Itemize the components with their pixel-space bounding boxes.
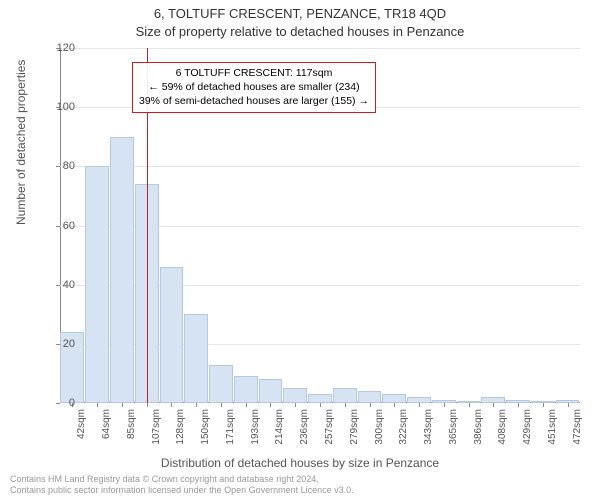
xtick-mark xyxy=(147,403,148,407)
histogram-bar xyxy=(333,388,357,403)
footer-line-1: Contains HM Land Registry data © Crown c… xyxy=(10,474,354,485)
xtick-label: 472sqm xyxy=(572,409,583,459)
gridline xyxy=(60,48,580,49)
xtick-label: 429sqm xyxy=(522,409,533,459)
xtick-mark xyxy=(171,403,172,407)
ytick-label: 40 xyxy=(45,279,75,291)
xtick-mark xyxy=(122,403,123,407)
xtick-label: 365sqm xyxy=(448,409,459,459)
annotation-line-2: 39% of semi-detached houses are larger (… xyxy=(139,94,369,108)
xtick-label: 64sqm xyxy=(101,409,112,459)
xtick-label: 193sqm xyxy=(250,409,261,459)
annotation-box: 6 TOLTUFF CRESCENT: 117sqm← 59% of detac… xyxy=(132,62,376,113)
plot-area: 6 TOLTUFF CRESCENT: 117sqm← 59% of detac… xyxy=(60,48,580,403)
xtick-mark xyxy=(518,403,519,407)
ytick-label: 100 xyxy=(45,101,75,113)
xtick-label: 107sqm xyxy=(151,409,162,459)
xtick-label: 85sqm xyxy=(126,409,137,459)
chart-title-main: 6, TOLTUFF CRESCENT, PENZANCE, TR18 4QD xyxy=(0,6,600,21)
xtick-label: 279sqm xyxy=(349,409,360,459)
xtick-mark xyxy=(320,403,321,407)
xtick-mark xyxy=(345,403,346,407)
xtick-label: 322sqm xyxy=(398,409,409,459)
xtick-mark xyxy=(419,403,420,407)
histogram-bar xyxy=(184,314,208,403)
ytick-label: 20 xyxy=(45,338,75,350)
chart-title-sub: Size of property relative to detached ho… xyxy=(0,24,600,39)
histogram-bar xyxy=(85,166,109,403)
footer-attribution: Contains HM Land Registry data © Crown c… xyxy=(10,474,354,497)
xtick-label: 214sqm xyxy=(274,409,285,459)
xtick-mark xyxy=(543,403,544,407)
xtick-label: 451sqm xyxy=(547,409,558,459)
gridline xyxy=(60,166,580,167)
xtick-mark xyxy=(444,403,445,407)
histogram-bar xyxy=(234,376,258,403)
xtick-mark xyxy=(221,403,222,407)
ytick-label: 0 xyxy=(45,397,75,409)
xtick-mark xyxy=(370,403,371,407)
histogram-bar xyxy=(259,379,283,403)
xtick-mark xyxy=(270,403,271,407)
ytick-label: 60 xyxy=(45,220,75,232)
histogram-bar xyxy=(308,394,332,403)
histogram-bar xyxy=(110,137,134,403)
histogram-bar xyxy=(358,391,382,403)
histogram-bar xyxy=(160,267,184,403)
xtick-label: 171sqm xyxy=(225,409,236,459)
xtick-label: 300sqm xyxy=(374,409,385,459)
annotation-line-0: 6 TOLTUFF CRESCENT: 117sqm xyxy=(139,66,369,80)
xtick-label: 408sqm xyxy=(497,409,508,459)
xtick-label: 236sqm xyxy=(299,409,310,459)
histogram-bar xyxy=(283,388,307,403)
xtick-mark xyxy=(469,403,470,407)
annotation-line-1: ← 59% of detached houses are smaller (23… xyxy=(139,80,369,94)
footer-line-2: Contains public sector information licen… xyxy=(10,485,354,496)
y-axis-label: Number of detached properties xyxy=(14,60,28,225)
xtick-label: 343sqm xyxy=(423,409,434,459)
ytick-label: 120 xyxy=(45,42,75,54)
histogram-bar xyxy=(382,394,406,403)
histogram-bar xyxy=(209,365,233,403)
ytick-label: 80 xyxy=(45,160,75,172)
xtick-mark xyxy=(394,403,395,407)
xtick-label: 386sqm xyxy=(473,409,484,459)
xtick-label: 128sqm xyxy=(175,409,186,459)
xtick-mark xyxy=(493,403,494,407)
xtick-label: 42sqm xyxy=(76,409,87,459)
xtick-mark xyxy=(196,403,197,407)
xtick-mark xyxy=(246,403,247,407)
xtick-mark xyxy=(568,403,569,407)
xtick-label: 150sqm xyxy=(200,409,211,459)
xtick-mark xyxy=(97,403,98,407)
xtick-label: 257sqm xyxy=(324,409,335,459)
xtick-mark xyxy=(295,403,296,407)
